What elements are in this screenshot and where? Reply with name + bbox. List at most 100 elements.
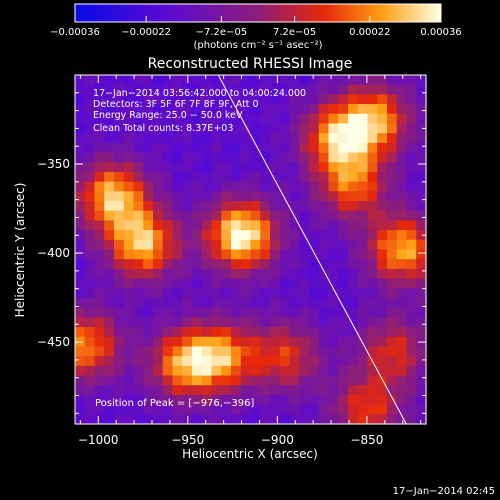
heatmap-cell	[299, 385, 310, 396]
heatmap-cell	[367, 133, 378, 144]
heatmap-cell	[94, 84, 105, 95]
heatmap-cell	[309, 317, 320, 328]
heatmap-cell	[211, 75, 222, 86]
heatmap-cell	[133, 152, 144, 163]
heatmap-cell	[153, 191, 164, 202]
heatmap-cell	[240, 162, 252, 173]
heatmap-cell	[338, 84, 349, 95]
heatmap-cell	[309, 385, 320, 396]
heatmap-cell	[328, 278, 339, 289]
heatmap-cell	[328, 239, 339, 251]
heatmap-cell	[153, 239, 164, 251]
heatmap-cell	[328, 297, 339, 309]
heatmap-cell	[153, 104, 164, 115]
heatmap-cell	[221, 230, 232, 241]
heatmap-cell	[299, 297, 310, 309]
heatmap-cell	[279, 181, 291, 192]
heatmap-cell	[114, 288, 125, 299]
heatmap-cell	[192, 385, 203, 396]
heatmap-cell	[387, 191, 398, 202]
heatmap-cell	[231, 307, 242, 318]
heatmap-cell	[153, 230, 164, 241]
heatmap-cell	[153, 385, 164, 396]
colorbar-tick-label: 7.2e−05	[273, 27, 316, 38]
heatmap-cell	[75, 317, 86, 328]
heatmap-cell	[260, 307, 271, 318]
heatmap-cell	[143, 404, 154, 415]
heatmap-cell	[172, 375, 183, 386]
heatmap-cell	[221, 336, 232, 348]
heatmap-cell	[94, 278, 105, 289]
heatmap-cell	[84, 317, 96, 328]
heatmap-cell	[75, 162, 86, 173]
heatmap-cell	[338, 317, 349, 328]
heatmap-cell	[367, 84, 378, 95]
heatmap-cell	[240, 113, 252, 125]
heatmap-cell	[211, 162, 222, 173]
heatmap-cell	[104, 239, 115, 251]
heatmap-cell	[94, 346, 105, 357]
heatmap-cell	[143, 327, 154, 338]
heatmap-cell	[387, 152, 398, 163]
heatmap-cell	[279, 133, 291, 144]
heatmap-cell	[396, 142, 408, 154]
heatmap-cell	[75, 230, 86, 241]
heatmap-cell	[396, 239, 408, 251]
heatmap-cell	[133, 327, 144, 338]
heatmap-cell	[153, 84, 164, 95]
heatmap-cell	[416, 385, 427, 396]
heatmap-cell	[75, 113, 86, 125]
heatmap-cell	[94, 259, 105, 270]
heatmap-cell	[338, 336, 349, 348]
heatmap-cell	[396, 317, 408, 328]
heatmap-cell	[221, 201, 232, 212]
heatmap-cell	[357, 162, 369, 173]
heatmap-cell	[143, 346, 154, 357]
heatmap-cell	[318, 268, 330, 280]
heatmap-cell	[309, 239, 320, 251]
heatmap-cell	[182, 220, 193, 231]
heatmap-cell	[377, 336, 388, 348]
heatmap-cell	[357, 346, 369, 357]
heatmap-cell	[396, 113, 408, 125]
heatmap-cell	[133, 171, 144, 183]
heatmap-cell	[240, 220, 252, 231]
heatmap-cell	[123, 249, 135, 260]
heatmap-pixels	[75, 75, 427, 425]
heatmap-cell	[338, 104, 349, 115]
heatmap-cell	[299, 336, 310, 348]
heatmap-cell	[123, 162, 135, 173]
x-tick-label: −950	[171, 433, 204, 447]
heatmap-cell	[289, 404, 300, 415]
heatmap-cell	[231, 94, 242, 105]
heatmap-cell	[328, 162, 339, 173]
heatmap-cell	[260, 317, 271, 328]
heatmap-cell	[387, 84, 398, 95]
heatmap-cell	[114, 336, 125, 348]
heatmap-cell	[75, 375, 86, 386]
heatmap-cell	[231, 365, 242, 377]
heatmap-cell	[240, 133, 252, 144]
heatmap-cell	[94, 191, 105, 202]
heatmap-cell	[357, 259, 369, 270]
heatmap-cell	[260, 249, 271, 260]
heatmap-cell	[260, 84, 271, 95]
heatmap-cell	[289, 327, 300, 338]
heatmap-cell	[162, 404, 174, 415]
heatmap-cell	[201, 404, 213, 415]
heatmap-cell	[250, 210, 261, 222]
heatmap-cell	[377, 404, 388, 415]
heatmap-cell	[221, 181, 232, 192]
heatmap-cell	[192, 191, 203, 202]
heatmap-cell	[143, 123, 154, 134]
heatmap-cell	[406, 230, 417, 241]
heatmap-cell	[201, 220, 213, 231]
heatmap-cell	[396, 375, 408, 386]
heatmap-cell	[279, 346, 291, 357]
heatmap-cell	[309, 104, 320, 115]
heatmap-cell	[279, 268, 291, 280]
heatmap-cell	[201, 288, 213, 299]
heatmap-cell	[260, 375, 271, 386]
heatmap-cell	[94, 414, 105, 425]
